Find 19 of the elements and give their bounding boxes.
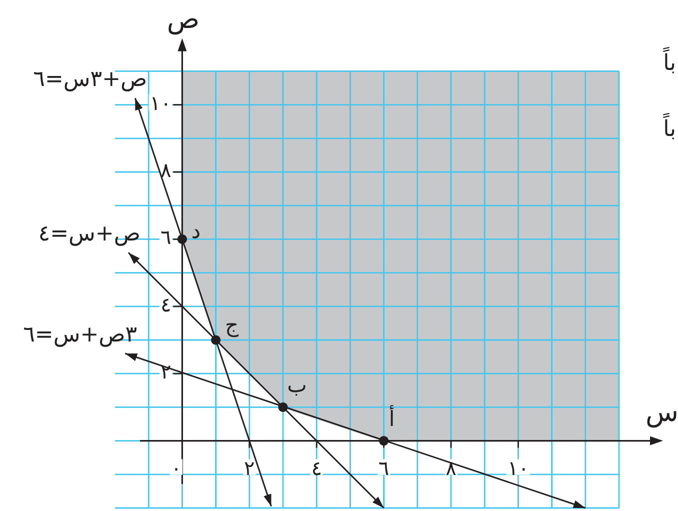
series-label: ص+س=٤ xyxy=(38,222,140,247)
y-axis-title: ص xyxy=(166,4,200,36)
x-tick-label: ٤ xyxy=(311,456,322,480)
x-tick-label: ٨ xyxy=(446,456,456,480)
y-tick-label: ٦ xyxy=(160,225,172,250)
annotation: د xyxy=(191,219,201,244)
x-tick-label: ٢ xyxy=(244,456,255,480)
annotation: ب xyxy=(287,373,307,398)
y-tick-label: ٨ xyxy=(160,158,172,182)
series-label: ص+٣س=٦ xyxy=(33,67,148,92)
x-tick-label: ١٠ xyxy=(507,456,529,480)
y-tick-label: ١٠ xyxy=(150,90,172,115)
annotation: أ xyxy=(388,406,395,431)
x-axis-title: س xyxy=(646,396,678,428)
annotation: ج xyxy=(225,313,239,337)
series-label: ٣ص+س=٦ xyxy=(23,322,138,348)
x-tick-label: ٦ xyxy=(378,456,390,480)
y-tick-label: ٤ xyxy=(160,292,172,316)
x-tick-label: ٠ xyxy=(170,456,182,480)
